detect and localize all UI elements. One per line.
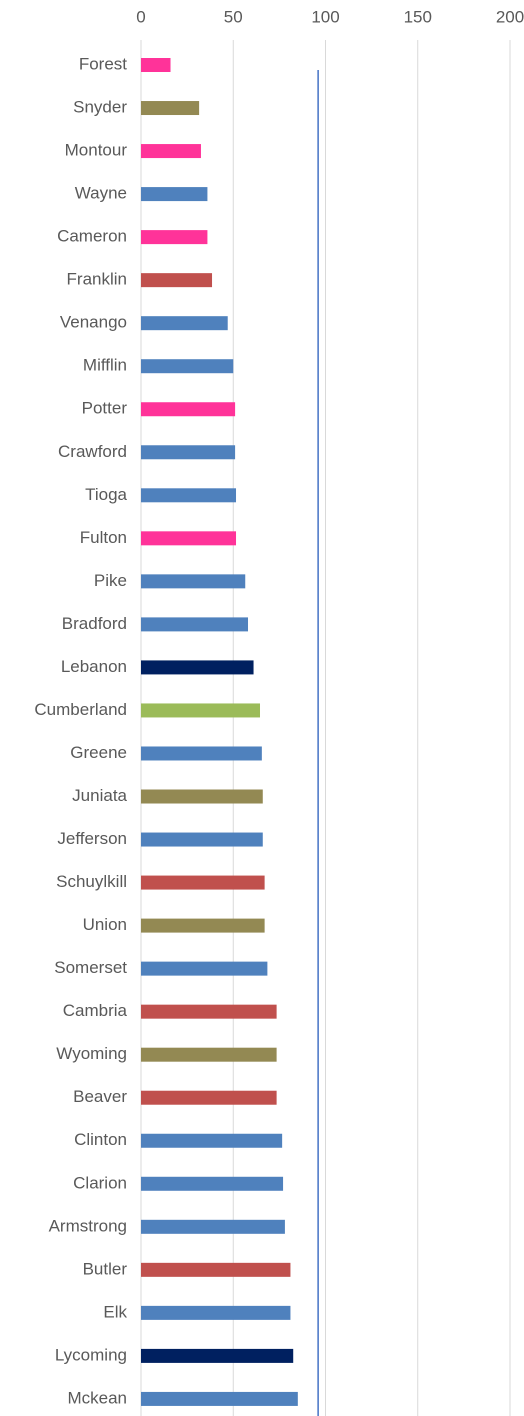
y-tick-label: Bradford	[62, 614, 127, 633]
y-tick-label: Crawford	[58, 442, 127, 461]
bar	[141, 1090, 277, 1105]
x-tick-label: 0	[136, 7, 145, 26]
y-tick-label: Greene	[70, 743, 127, 762]
y-tick-label: Butler	[83, 1259, 128, 1278]
bar	[141, 1176, 284, 1191]
bar	[141, 1262, 291, 1277]
y-tick-label: Montour	[65, 141, 128, 160]
y-tick-label: Snyder	[73, 98, 127, 117]
y-tick-label: Mifflin	[83, 356, 127, 375]
y-tick-label: Venango	[60, 313, 127, 332]
y-tick-label: Cameron	[57, 227, 127, 246]
y-tick-label: Pike	[94, 571, 127, 590]
bar	[141, 144, 201, 159]
y-tick-label: Somerset	[54, 958, 127, 977]
y-tick-label: Lebanon	[61, 657, 127, 676]
bar	[141, 101, 200, 116]
x-tick-label: 200	[496, 7, 524, 26]
bar	[141, 1047, 277, 1062]
y-tick-label: Lycoming	[55, 1345, 127, 1364]
bar	[141, 617, 249, 632]
y-tick-label: Elk	[103, 1302, 127, 1321]
y-tick-label: Clarion	[73, 1173, 127, 1192]
y-tick-label: Juniata	[72, 786, 127, 805]
bar	[141, 531, 237, 546]
bar	[141, 660, 254, 675]
x-tick-label: 150	[404, 7, 432, 26]
y-tick-label: Beaver	[73, 1087, 127, 1106]
y-tick-label: Potter	[82, 399, 128, 418]
bar	[141, 875, 265, 890]
y-tick-label: Fulton	[80, 528, 127, 547]
bar	[141, 703, 261, 718]
y-tick-label: Franklin	[67, 270, 127, 289]
bar	[141, 1219, 285, 1234]
bar	[141, 1348, 294, 1363]
bar	[141, 961, 268, 976]
bar	[141, 1391, 298, 1406]
y-tick-label: Wyoming	[56, 1044, 127, 1063]
y-tick-label: Cambria	[63, 1001, 128, 1020]
bar	[141, 789, 263, 804]
bar	[141, 1004, 277, 1019]
bar	[141, 316, 228, 331]
bar	[141, 488, 237, 503]
bar	[141, 574, 246, 589]
bar	[141, 359, 234, 374]
bar	[141, 402, 236, 417]
x-tick-label: 50	[224, 7, 243, 26]
bar	[141, 445, 236, 460]
bar	[141, 1133, 283, 1148]
bar	[141, 918, 265, 933]
y-tick-label: Tioga	[85, 485, 127, 504]
bar	[141, 746, 262, 761]
bar	[141, 187, 208, 202]
y-tick-label: Armstrong	[49, 1216, 127, 1235]
y-tick-label: Mckean	[67, 1388, 127, 1407]
y-tick-label: Clinton	[74, 1130, 127, 1149]
bar	[141, 1305, 291, 1320]
bar	[141, 832, 263, 847]
y-tick-label: Wayne	[75, 184, 127, 203]
bar	[141, 230, 208, 245]
y-tick-label: Schuylkill	[56, 872, 127, 891]
y-tick-label: Forest	[79, 54, 127, 73]
bar	[141, 273, 213, 288]
y-tick-label: Jefferson	[57, 829, 127, 848]
y-tick-label: Cumberland	[34, 700, 127, 719]
x-tick-label: 100	[311, 7, 339, 26]
y-tick-label: Union	[83, 915, 127, 934]
bar	[141, 58, 171, 72]
